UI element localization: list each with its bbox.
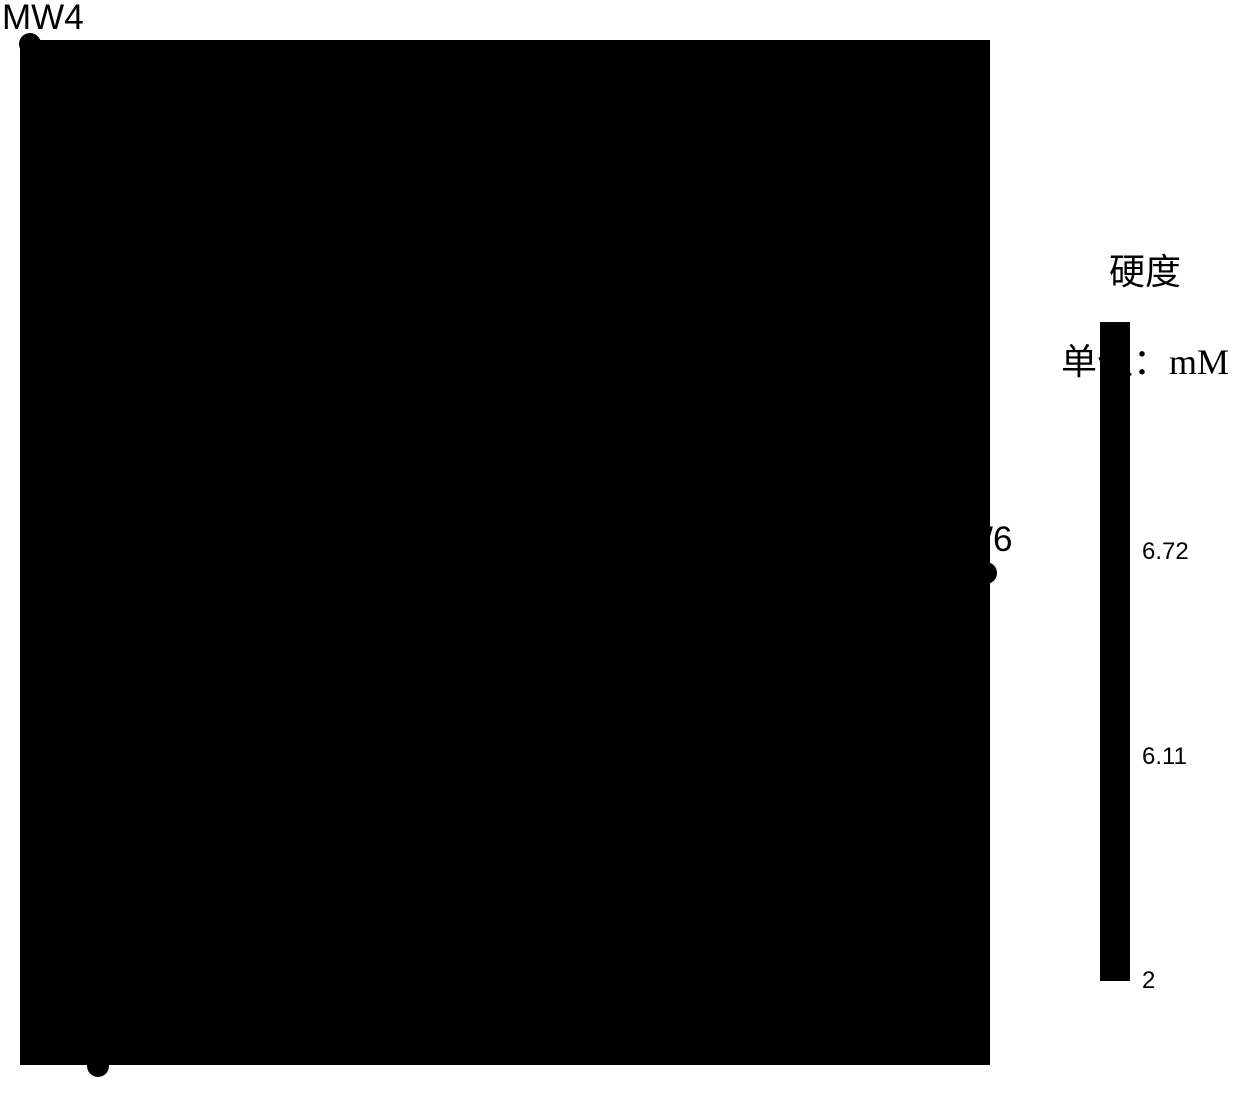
- hardness-contour-plot: [20, 40, 990, 1065]
- colorbar-title-line2: 单位：mM: [1061, 342, 1229, 382]
- colorbar: [1100, 322, 1130, 981]
- marker-bottom-left-dot: [87, 1055, 109, 1077]
- marker-dot-icon: [975, 562, 997, 584]
- marker-mw4-label: MW4: [2, 0, 84, 38]
- marker-mw6-dot: [975, 562, 997, 584]
- marker-dot-icon: [87, 1055, 109, 1077]
- colorbar-gradient: [1100, 322, 1130, 981]
- colorbar-title-line1: 硬度: [1109, 252, 1181, 292]
- colorbar-tick-label: 6.11: [1142, 743, 1187, 771]
- colorbar-tick-label: 6.72: [1142, 538, 1189, 566]
- marker-mw6-label: W6: [960, 520, 1013, 560]
- colorbar-tick-label: 2: [1142, 967, 1155, 995]
- figure-stage: MW4 W6 硬度 单位：mM 6.72 6.11 2: [0, 0, 1240, 1107]
